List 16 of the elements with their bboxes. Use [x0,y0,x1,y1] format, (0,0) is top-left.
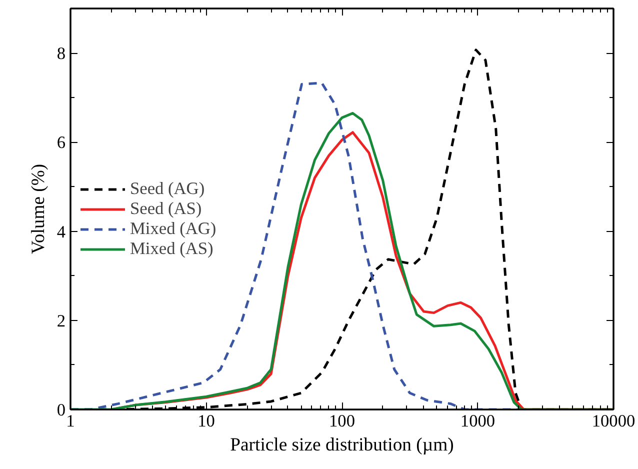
legend-label: Seed (AG) [130,179,205,199]
legend-label: Seed (AS) [130,199,202,219]
y-axis-title: Volume (%) [28,164,49,254]
y-tick-label: 0 [56,400,66,420]
y-tick-label: 6 [56,133,66,152]
y-tick-label: 8 [56,44,66,64]
x-tick-label: 10 [198,412,215,430]
x-tick-label: 100 [329,412,356,430]
y-tick-label: 4 [56,222,66,242]
x-axis-title: Particle size distribution (µm) [230,434,454,456]
x-tick-label: 1 [66,412,75,430]
legend-label: Mixed (AG) [130,219,216,239]
y-tick-label: 2 [56,311,66,330]
x-tick-label: 10000 [592,412,636,430]
x-tick-label: 1000 [460,412,496,430]
legend-label: Mixed (AS) [130,239,214,259]
